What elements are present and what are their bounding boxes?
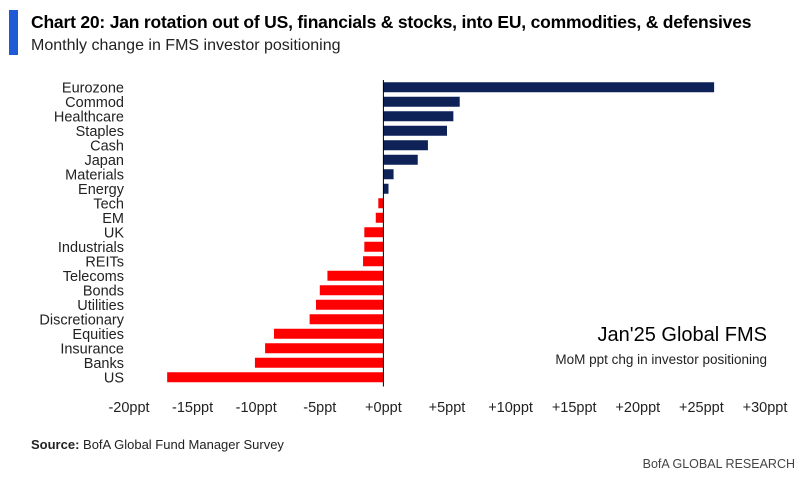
category-label-energy: Energy: [78, 182, 125, 198]
category-label-banks: Banks: [84, 356, 124, 372]
category-label-reits: REITs: [85, 254, 124, 270]
bar-energy: [383, 183, 389, 194]
bar-commod: [383, 96, 460, 107]
category-label-cash: Cash: [90, 138, 124, 154]
bar-equities: [274, 328, 384, 339]
bar-industrials: [364, 241, 384, 252]
brand-label: BofA GLOBAL RESEARCH: [642, 457, 795, 471]
category-labels-group: EurozoneCommodHealthcareStaplesCashJapan…: [39, 80, 124, 386]
bar-em: [375, 212, 384, 223]
bar-tech: [378, 198, 384, 209]
category-label-insurance: Insurance: [60, 341, 124, 357]
category-label-discretionary: Discretionary: [39, 312, 124, 328]
category-label-us: US: [104, 370, 124, 386]
chart-subtitle: Monthly change in FMS investor positioni…: [31, 37, 341, 54]
x-tick-label: +5ppt: [429, 400, 466, 416]
bar-healthcare: [383, 111, 454, 122]
category-label-tech: Tech: [93, 196, 124, 212]
bar-insurance: [265, 343, 384, 354]
source-text: BofA Global Fund Manager Survey: [83, 437, 284, 452]
category-label-industrials: Industrials: [58, 240, 124, 256]
category-label-em: EM: [102, 211, 124, 227]
annotation-title: Jan'25 Global FMS: [598, 324, 767, 346]
bar-japan: [383, 154, 418, 165]
bar-staples: [383, 125, 447, 136]
category-label-utilities: Utilities: [77, 298, 124, 314]
category-label-equities: Equities: [72, 327, 124, 343]
category-label-staples: Staples: [76, 124, 124, 140]
category-label-healthcare: Healthcare: [54, 109, 124, 125]
title-accent-bar: [9, 10, 18, 55]
x-tick-label: +10ppt: [488, 400, 533, 416]
x-tick-label: +0ppt: [365, 400, 402, 416]
source-note: Source: BofA Global Fund Manager Survey: [31, 437, 284, 452]
x-tick-label: -15ppt: [172, 400, 213, 416]
bar-telecoms: [327, 270, 384, 281]
category-label-commod: Commod: [65, 95, 124, 111]
category-label-japan: Japan: [84, 153, 124, 169]
x-tick-label: -10ppt: [236, 400, 277, 416]
category-label-bonds: Bonds: [83, 283, 124, 299]
x-tick-label: -5ppt: [303, 400, 336, 416]
category-label-eurozone: Eurozone: [62, 80, 124, 96]
bar-bonds: [319, 285, 384, 296]
bar-uk: [364, 227, 384, 238]
bars-group: [167, 82, 715, 383]
x-tick-label: -20ppt: [108, 400, 149, 416]
bar-utilities: [315, 299, 384, 310]
category-label-uk: UK: [104, 225, 124, 241]
category-label-materials: Materials: [65, 167, 124, 183]
x-tick-label: +20ppt: [615, 400, 660, 416]
chart-title: Chart 20: Jan rotation out of US, financ…: [31, 12, 752, 32]
bar-reits: [363, 256, 384, 267]
bar-banks: [254, 357, 384, 368]
x-tick-labels-group: -20ppt -15ppt -10ppt -5ppt +0ppt +5ppt +10ppt +…: [108, 400, 787, 416]
bar-materials: [383, 169, 394, 180]
x-tick-label: +15ppt: [552, 400, 597, 416]
source-label: Source:: [31, 437, 80, 452]
bar-discretionary: [309, 314, 384, 325]
bar-eurozone: [383, 82, 715, 93]
bar-cash: [383, 140, 428, 151]
category-label-telecoms: Telecoms: [63, 269, 124, 285]
bar-us: [167, 372, 384, 383]
x-tick-label: +25ppt: [679, 400, 724, 416]
x-tick-label: +30ppt: [743, 400, 788, 416]
annotation-subtitle: MoM ppt chg in investor positioning: [555, 352, 767, 367]
